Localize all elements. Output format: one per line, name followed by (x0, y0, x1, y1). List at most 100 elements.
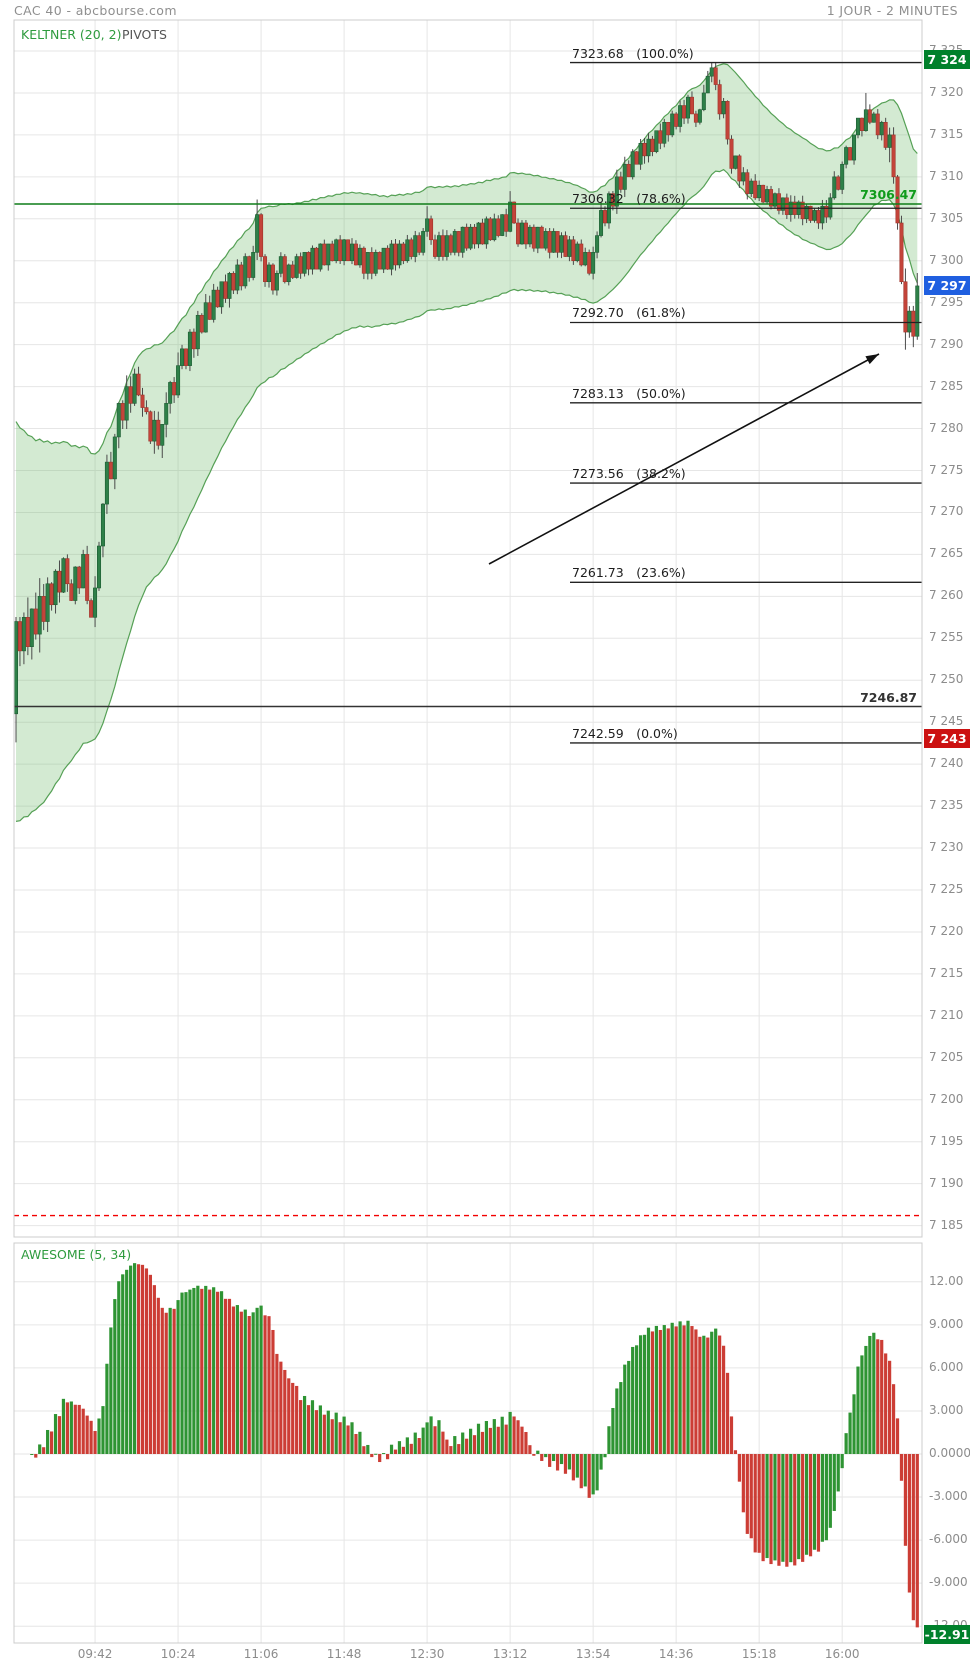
ao-bar (310, 1400, 315, 1454)
candle-body (800, 201, 805, 220)
indicator-pivots-label[interactable]: PIVOTS (122, 27, 167, 42)
ao-bar (117, 1281, 121, 1454)
ao-bar (832, 1454, 836, 1511)
candle-body (65, 558, 70, 585)
indicator-awesome-label[interactable]: AWESOME (5, 34) (21, 1247, 132, 1262)
ao-bar (314, 1410, 319, 1454)
fibonacci-label: 7242.59 (0.0%) (572, 725, 678, 741)
ao-bar (591, 1454, 595, 1495)
ao-bar (571, 1454, 575, 1481)
candle-body (41, 596, 46, 622)
candle-body (266, 264, 271, 283)
ao-bar (382, 1453, 386, 1455)
price-axis-tick: 7 235 (929, 798, 964, 813)
ao-bar (429, 1416, 433, 1454)
ao-bar (749, 1454, 753, 1539)
candle-body (836, 176, 841, 190)
candle-body (14, 621, 19, 715)
ao-bar (757, 1454, 761, 1553)
candle-body (417, 235, 422, 253)
candle-body (626, 163, 631, 178)
candle-body (508, 201, 513, 232)
candle-body (863, 109, 868, 132)
candle-body (678, 105, 683, 127)
ao-bar (465, 1438, 469, 1454)
ao-bar (287, 1378, 291, 1454)
ao-bar (275, 1353, 279, 1454)
candle-body (658, 130, 663, 144)
trend-arrow-line[interactable] (488, 353, 880, 565)
ao-bar (805, 1454, 809, 1555)
candle-body (132, 373, 137, 404)
candle-body (361, 247, 366, 274)
candle-body (729, 138, 734, 169)
indicator-keltner-label[interactable]: KELTNER (20, 2) (21, 27, 122, 42)
time-axis-tick: 14:36 (658, 1647, 694, 1661)
ao-axis-tick: 0.0000 (929, 1446, 970, 1460)
candle-body (235, 264, 240, 291)
ao-bar (176, 1300, 180, 1454)
ao-bar (627, 1360, 631, 1454)
ao-bar (437, 1420, 441, 1454)
candle-body (385, 247, 390, 270)
ao-bar (714, 1328, 718, 1454)
ao-bar (876, 1339, 880, 1454)
ao-bar (824, 1454, 828, 1541)
ao-bar (903, 1454, 908, 1546)
price-level-badge: 7 297 (924, 276, 970, 296)
ao-bar (366, 1444, 370, 1454)
ao-bar (686, 1320, 690, 1454)
candle-body (77, 566, 82, 589)
ao-bar (670, 1322, 674, 1454)
candle-body (654, 130, 659, 152)
ao-bar (97, 1418, 101, 1454)
candle-body (852, 134, 857, 161)
candle-body (757, 184, 762, 199)
ao-bar (662, 1325, 666, 1454)
ao-bar (496, 1426, 500, 1454)
candle-body (630, 151, 635, 178)
candle-body (318, 243, 323, 270)
candle-body (160, 424, 165, 446)
candle-body (575, 243, 580, 262)
ao-bar (915, 1454, 919, 1628)
candle-body (812, 210, 817, 221)
ao-bar (797, 1454, 801, 1560)
price-axis-tick: 7 240 (929, 756, 964, 771)
candle-body (855, 117, 860, 136)
candle-body (369, 252, 374, 274)
ao-bar (302, 1395, 307, 1454)
candle-body (571, 239, 576, 262)
ao-bar (690, 1326, 694, 1454)
price-axis-tick: 7 200 (929, 1091, 964, 1106)
candle-body (448, 235, 453, 253)
ao-bar (73, 1404, 77, 1454)
candle-body (144, 407, 149, 413)
candle-body (286, 264, 291, 283)
time-axis-tick: 10:24 (160, 1647, 196, 1661)
price-axis-tick: 7 320 (929, 84, 964, 99)
candle-body (670, 113, 675, 136)
candle-body (21, 617, 26, 652)
ao-bar (646, 1327, 651, 1454)
ao-bar (706, 1337, 710, 1454)
candle-body (172, 382, 177, 396)
trend-arrow-head[interactable] (865, 354, 879, 365)
candle-body (634, 151, 639, 165)
candle-body (599, 210, 604, 236)
price-axis-tick: 7 190 (929, 1175, 964, 1190)
ao-bar (148, 1274, 153, 1454)
candle-body (765, 189, 770, 203)
candle-body (108, 461, 113, 480)
candle-body (227, 273, 232, 299)
ao-bar (789, 1454, 793, 1563)
candle-body (425, 218, 430, 232)
ao-bar (295, 1385, 299, 1454)
candle-body (152, 419, 157, 442)
candle-body (484, 218, 489, 245)
candle-body (828, 197, 833, 218)
ao-bar (180, 1292, 184, 1454)
ao-bar (322, 1414, 326, 1454)
ao-bar (492, 1419, 496, 1454)
